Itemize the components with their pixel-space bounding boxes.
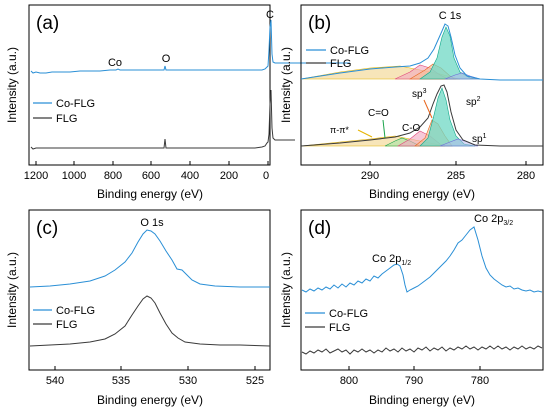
series-co-flg-a xyxy=(30,19,350,74)
b-arrow-sp3 xyxy=(423,99,433,119)
a-annot-c: C xyxy=(266,9,274,21)
c-ticklabel-0: 540 xyxy=(46,375,64,387)
panel-b-label: (b) xyxy=(308,13,331,34)
d-ticklabel-1: 790 xyxy=(405,375,423,387)
legend-label-co-flg: Co-FLG xyxy=(330,45,369,57)
legend-label-flg: FLG xyxy=(329,322,350,334)
b-label-sp3: sp3 xyxy=(412,88,427,100)
panel-c: (c) Intensity (a.u.) O 1s Co-FLG FLG 540… xyxy=(5,209,271,407)
b-ticklabel-0: 290 xyxy=(361,170,379,182)
b-sp2-sup: 2 xyxy=(477,96,481,103)
panel-c-frame xyxy=(28,209,271,371)
panel-c-xticks: 540 535 530 525 xyxy=(46,366,264,387)
panel-a-ylabel: Intensity (a.u.) xyxy=(5,47,19,123)
series-flg-c xyxy=(29,295,271,347)
panel-b-ylabel: Intensity (a.u.) xyxy=(279,47,293,123)
series-flg-a xyxy=(30,89,295,150)
panel-b: (b) Intensity (a.u.) C 1s C=O π-π* C-O s… xyxy=(279,4,544,201)
panel-a-legend: Co-FLG FLG xyxy=(33,98,95,125)
b-arrow-cdo xyxy=(382,119,386,139)
a-ticklabel-6: 0 xyxy=(263,170,269,182)
a-ticklabel-2: 800 xyxy=(104,170,122,182)
legend-label-co-flg: Co-FLG xyxy=(56,305,95,317)
series-co-flg-c xyxy=(29,229,270,288)
a-ticklabel-1: 1000 xyxy=(62,170,86,182)
d-ticklabel-2: 780 xyxy=(471,375,489,387)
a-ticklabel-5: 200 xyxy=(220,170,238,182)
series-co-flg-b xyxy=(301,23,543,81)
panel-c-ylabel: Intensity (a.u.) xyxy=(5,252,19,328)
panel-a-label: (a) xyxy=(36,13,59,34)
b-sp2-base: sp xyxy=(466,97,477,108)
panel-d: (d) Intensity (a.u.) Co 2p1/2 Co 2p3/2 C… xyxy=(279,209,544,407)
panel-d-label: (d) xyxy=(308,218,331,239)
b-label-cdo: C=O xyxy=(368,108,389,119)
panel-c-label: (c) xyxy=(36,218,58,239)
legend-label-flg: FLG xyxy=(56,113,77,125)
b-label-pi: π-π* xyxy=(330,125,349,135)
d-label-p12: Co 2p1/2 xyxy=(372,253,411,267)
d-p12-base: Co 2p xyxy=(372,253,401,265)
legend-label-co-flg: Co-FLG xyxy=(329,308,368,320)
a-annot-co: Co xyxy=(108,57,122,69)
panel-a-xticks: 1200 1000 800 600 400 200 0 xyxy=(24,161,269,182)
series-flg-b xyxy=(301,84,543,147)
a-annot-o: O xyxy=(162,53,171,65)
b-sp1-sup: 1 xyxy=(483,133,487,140)
d-p32-base: Co 2p xyxy=(474,213,503,225)
b-label-sp2: sp2 xyxy=(466,96,481,108)
a-ticklabel-3: 600 xyxy=(142,170,160,182)
b-title: C 1s xyxy=(439,10,462,22)
panel-c-legend: Co-FLG FLG xyxy=(33,305,95,331)
b-label-co: C-O xyxy=(402,123,421,134)
legend-label-co-flg: Co-FLG xyxy=(56,98,95,110)
legend-label-flg: FLG xyxy=(330,58,351,70)
panel-b-xlabel: Binding energy (eV) xyxy=(369,187,475,201)
c-ticklabel-2: 530 xyxy=(179,375,197,387)
c-ticklabel-1: 535 xyxy=(112,375,130,387)
panel-b-legend: Co-FLG FLG xyxy=(306,45,369,70)
c-title: O 1s xyxy=(140,217,164,229)
panel-d-xticks: 800 790 780 xyxy=(340,366,489,387)
d-label-p32: Co 2p3/2 xyxy=(474,213,513,227)
panel-d-xlabel: Binding energy (eV) xyxy=(369,393,475,407)
panel-b-xticks: 290 285 280 xyxy=(361,161,535,182)
panel-c-xlabel: Binding energy (eV) xyxy=(97,393,203,407)
d-ticklabel-0: 800 xyxy=(340,375,358,387)
panel-d-legend: Co-FLG FLG xyxy=(305,308,368,334)
panel-d-ylabel: Intensity (a.u.) xyxy=(279,252,293,328)
c-ticklabel-3: 525 xyxy=(246,375,264,387)
panel-d-frame xyxy=(300,209,544,371)
d-p32-sub: 3/2 xyxy=(503,220,513,227)
d-p12-sub: 1/2 xyxy=(401,260,411,267)
b-sp1-base: sp xyxy=(472,134,483,145)
b-label-sp1: sp1 xyxy=(472,133,487,145)
b-sp3-base: sp xyxy=(412,89,423,100)
panel-a-xlabel: Binding energy (eV) xyxy=(97,187,203,201)
b-sp3-sup: 3 xyxy=(423,88,427,95)
b-ticklabel-2: 280 xyxy=(517,170,535,182)
a-ticklabel-0: 1200 xyxy=(24,170,48,182)
panel-b-frame xyxy=(300,4,544,166)
panel-a: (a) Intensity (a.u.) 1200 1000 800 600 4… xyxy=(5,4,350,201)
b-ticklabel-1: 285 xyxy=(447,170,465,182)
b-arrow-pi xyxy=(357,129,373,138)
a-ticklabel-4: 400 xyxy=(181,170,199,182)
series-co-flg-d xyxy=(301,226,543,293)
series-flg-d xyxy=(301,345,543,355)
legend-label-flg: FLG xyxy=(56,319,77,331)
panel-a-frame xyxy=(28,4,271,166)
